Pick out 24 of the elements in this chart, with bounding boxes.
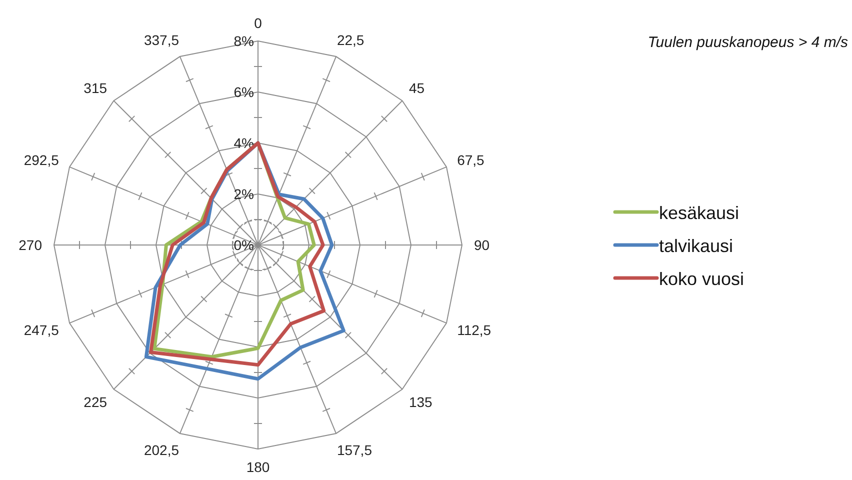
- spoke-label: 315: [84, 80, 108, 96]
- text: Tuulen puuskanopeus > 4 m/s: [648, 34, 848, 51]
- spoke-label: 202,5: [144, 442, 180, 458]
- legend-label: kesäkausi: [659, 203, 740, 223]
- spoke-label: 247,5: [24, 322, 60, 338]
- spoke-label: 225: [84, 394, 108, 410]
- spoke-label: 292,5: [24, 152, 60, 168]
- spoke-label: 45: [408, 80, 425, 96]
- y-tick-label: 6%: [234, 84, 254, 100]
- y-tick-label: 2%: [234, 186, 254, 202]
- spoke-label: 135: [408, 394, 433, 410]
- spoke-label: 270: [18, 237, 42, 253]
- spoke-label: 337,5: [144, 32, 180, 48]
- spoke-label: 0: [254, 15, 262, 31]
- spoke-label: 90: [474, 237, 490, 253]
- spoke-label: 180: [246, 459, 270, 475]
- spoke-label: 22,5: [336, 32, 364, 48]
- legend-label: koko vuosi: [659, 269, 744, 289]
- y-tick-label: 0%: [234, 237, 254, 253]
- spoke-label: 157,5: [336, 442, 372, 458]
- spoke-label: 112,5: [457, 322, 492, 338]
- y-tick-label: 8%: [234, 33, 254, 49]
- legend-label: talvikausi: [659, 236, 734, 256]
- spoke-label: 67,5: [457, 152, 485, 168]
